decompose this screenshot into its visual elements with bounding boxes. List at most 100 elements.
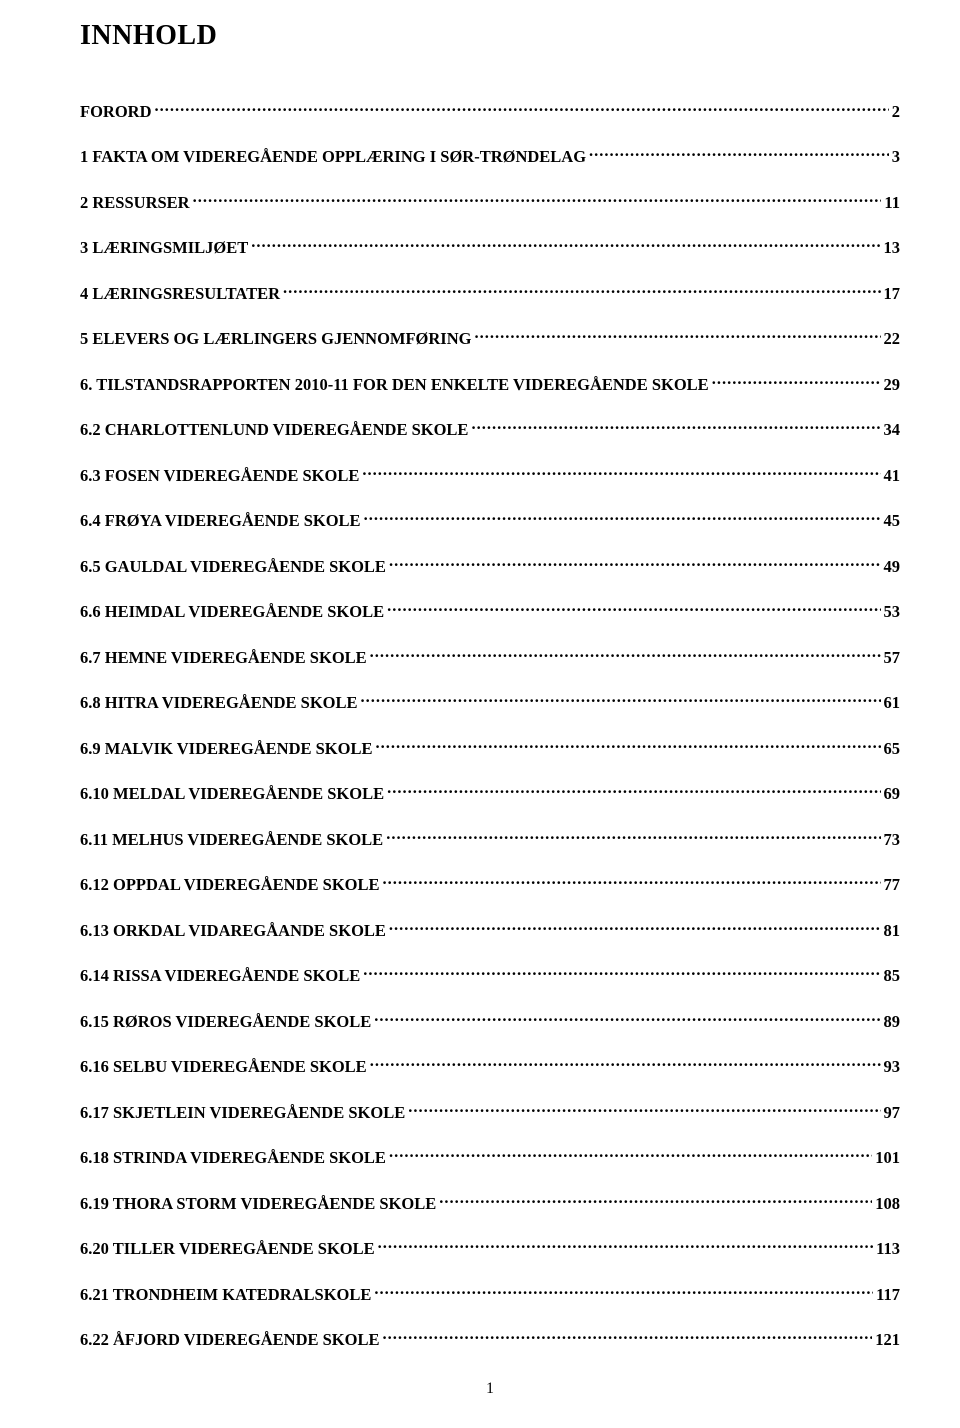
toc-dot-leader [361, 692, 881, 709]
toc-dot-leader [363, 965, 880, 982]
toc-entry: 6.14 RISSA VIDEREGÅENDE SKOLE 85 [80, 965, 900, 987]
toc-dot-leader [378, 1238, 874, 1255]
toc-entry-page: 108 [875, 1194, 900, 1214]
toc-entry-page: 41 [884, 466, 901, 486]
toc-entry-label: 6.6 HEIMDAL VIDEREGÅENDE SKOLE [80, 602, 384, 622]
toc-dot-leader [589, 146, 889, 163]
toc-entry-page: 69 [884, 784, 901, 804]
toc-entry-page: 65 [884, 739, 901, 759]
toc-entry: 6.11 MELHUS VIDEREGÅENDE SKOLE 73 [80, 828, 900, 850]
toc-entry-page: 117 [876, 1285, 900, 1305]
toc-entry-page: 121 [875, 1330, 900, 1350]
toc-entry: 6.2 CHARLOTTENLUND VIDEREGÅENDE SKOLE 34 [80, 419, 900, 441]
toc-entry-label: 3 LÆRINGSMILJØET [80, 238, 248, 258]
table-of-contents: FORORD 2 1 FAKTA OM VIDEREGÅENDE OPPLÆRIN… [80, 100, 900, 1350]
toc-entry: 2 RESSURSER 11 [80, 191, 900, 213]
toc-dot-leader [387, 601, 880, 618]
toc-entry-label: 6.13 ORKDAL VIDAREGÅANDE SKOLE [80, 921, 386, 941]
toc-entry: FORORD 2 [80, 100, 900, 122]
toc-entry: 6.20 TILLER VIDEREGÅENDE SKOLE 113 [80, 1238, 900, 1260]
toc-dot-leader [370, 646, 881, 663]
toc-entry: 5 ELEVERS OG LÆRLINGERS GJENNOMFØRING 22 [80, 328, 900, 350]
toc-entry-page: 97 [884, 1103, 901, 1123]
toc-entry-page: 53 [884, 602, 901, 622]
toc-dot-leader [155, 100, 889, 117]
toc-dot-leader [386, 828, 880, 845]
toc-entry: 6. TILSTANDSRAPPORTEN 2010-11 FOR DEN EN… [80, 373, 900, 395]
toc-dot-leader [408, 1101, 880, 1118]
toc-entry-label: 6.20 TILLER VIDEREGÅENDE SKOLE [80, 1239, 375, 1259]
toc-entry-page: 73 [884, 830, 901, 850]
toc-entry: 6.22 ÅFJORD VIDEREGÅENDE SKOLE 121 [80, 1329, 900, 1351]
toc-dot-leader [374, 1283, 873, 1300]
toc-dot-leader [283, 282, 880, 299]
toc-entry: 6.7 HEMNE VIDEREGÅENDE SKOLE 57 [80, 646, 900, 668]
toc-entry-page: 13 [884, 238, 901, 258]
toc-entry-label: 6.5 GAULDAL VIDEREGÅENDE SKOLE [80, 557, 386, 577]
page-number: 1 [80, 1380, 900, 1398]
toc-entry: 6.5 GAULDAL VIDEREGÅENDE SKOLE 49 [80, 555, 900, 577]
toc-dot-leader [389, 555, 881, 572]
toc-entry-page: 93 [884, 1057, 901, 1077]
toc-entry-label: 6.2 CHARLOTTENLUND VIDEREGÅENDE SKOLE [80, 420, 468, 440]
toc-entry-label: 6.14 RISSA VIDEREGÅENDE SKOLE [80, 966, 360, 986]
toc-dot-leader [471, 419, 880, 436]
toc-entry-label: 6.9 MALVIK VIDEREGÅENDE SKOLE [80, 739, 372, 759]
toc-dot-leader [439, 1192, 872, 1209]
toc-entry-page: 77 [884, 875, 901, 895]
toc-entry-page: 11 [884, 193, 900, 213]
toc-entry: 6.6 HEIMDAL VIDEREGÅENDE SKOLE 53 [80, 601, 900, 623]
toc-entry-label: 6.19 THORA STORM VIDEREGÅENDE SKOLE [80, 1194, 436, 1214]
toc-entry: 6.18 STRINDA VIDEREGÅENDE SKOLE 101 [80, 1147, 900, 1169]
toc-dot-leader [389, 919, 881, 936]
toc-entry-label: 6.7 HEMNE VIDEREGÅENDE SKOLE [80, 648, 367, 668]
toc-entry-page: 45 [884, 511, 901, 531]
toc-entry-label: 5 ELEVERS OG LÆRLINGERS GJENNOMFØRING [80, 329, 471, 349]
toc-entry: 6.10 MELDAL VIDEREGÅENDE SKOLE 69 [80, 783, 900, 805]
toc-entry-page: 49 [884, 557, 901, 577]
toc-entry-label: 6.22 ÅFJORD VIDEREGÅENDE SKOLE [80, 1330, 380, 1350]
document-page: INNHOLD FORORD 2 1 FAKTA OM VIDEREGÅENDE … [0, 0, 960, 1428]
toc-entry: 6.17 SKJETLEIN VIDEREGÅENDE SKOLE 97 [80, 1101, 900, 1123]
toc-entry-label: FORORD [80, 102, 152, 122]
toc-entry: 6.16 SELBU VIDEREGÅENDE SKOLE 93 [80, 1056, 900, 1078]
toc-entry-label: 6.8 HITRA VIDEREGÅENDE SKOLE [80, 693, 358, 713]
toc-dot-leader [364, 510, 881, 527]
toc-entry: 4 LÆRINGSRESULTATER 17 [80, 282, 900, 304]
toc-entry-page: 101 [875, 1148, 900, 1168]
toc-entry: 6.12 OPPDAL VIDEREGÅENDE SKOLE 77 [80, 874, 900, 896]
page-title: INNHOLD [80, 20, 900, 52]
toc-entry-page: 29 [884, 375, 901, 395]
toc-entry: 6.13 ORKDAL VIDAREGÅANDE SKOLE 81 [80, 919, 900, 941]
toc-entry: 1 FAKTA OM VIDEREGÅENDE OPPLÆRING I SØR-… [80, 146, 900, 168]
toc-entry-label: 1 FAKTA OM VIDEREGÅENDE OPPLÆRING I SØR-… [80, 147, 586, 167]
toc-entry-label: 6.16 SELBU VIDEREGÅENDE SKOLE [80, 1057, 367, 1077]
toc-dot-leader [383, 1329, 873, 1346]
toc-entry: 6.9 MALVIK VIDEREGÅENDE SKOLE 65 [80, 737, 900, 759]
toc-entry-page: 2 [892, 102, 900, 122]
toc-entry: 3 LÆRINGSMILJØET 13 [80, 237, 900, 259]
toc-entry-page: 81 [884, 921, 901, 941]
toc-dot-leader [251, 237, 880, 254]
toc-entry: 6.19 THORA STORM VIDEREGÅENDE SKOLE 108 [80, 1192, 900, 1214]
toc-entry-page: 89 [884, 1012, 901, 1032]
toc-entry: 6.4 FRØYA VIDEREGÅENDE SKOLE 45 [80, 510, 900, 532]
toc-dot-leader [712, 373, 881, 390]
toc-entry-label: 6.21 TRONDHEIM KATEDRALSKOLE [80, 1285, 371, 1305]
toc-entry-label: 4 LÆRINGSRESULTATER [80, 284, 280, 304]
toc-entry-label: 6.18 STRINDA VIDEREGÅENDE SKOLE [80, 1148, 386, 1168]
toc-entry-page: 17 [884, 284, 901, 304]
toc-entry: 6.3 FOSEN VIDEREGÅENDE SKOLE 41 [80, 464, 900, 486]
toc-dot-leader [383, 874, 881, 891]
toc-entry-label: 2 RESSURSER [80, 193, 190, 213]
toc-entry: 6.21 TRONDHEIM KATEDRALSKOLE 117 [80, 1283, 900, 1305]
toc-entry-page: 57 [884, 648, 901, 668]
toc-dot-leader [474, 328, 880, 345]
toc-dot-leader [374, 1010, 880, 1027]
toc-dot-leader [193, 191, 882, 208]
toc-dot-leader [375, 737, 880, 754]
toc-entry: 6.8 HITRA VIDEREGÅENDE SKOLE 61 [80, 692, 900, 714]
toc-entry-label: 6.4 FRØYA VIDEREGÅENDE SKOLE [80, 511, 361, 531]
toc-entry-label: 6.15 RØROS VIDEREGÅENDE SKOLE [80, 1012, 371, 1032]
toc-entry-page: 61 [884, 693, 901, 713]
